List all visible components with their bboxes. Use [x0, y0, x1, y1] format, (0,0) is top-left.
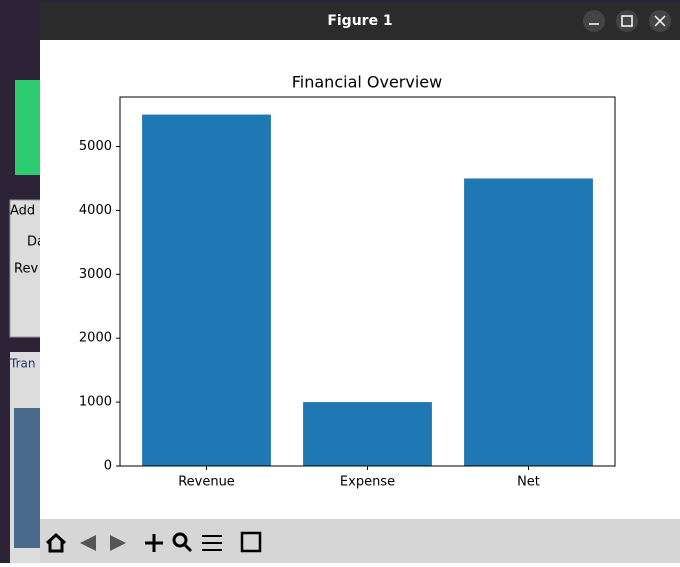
toolbar — [40, 519, 680, 563]
y-tick-label: 3000 — [79, 267, 112, 282]
zoom-button[interactable] — [172, 532, 188, 548]
minimize-button[interactable] — [583, 10, 605, 32]
bg-label: Add — [10, 204, 35, 219]
y-tick-label: 1000 — [79, 395, 112, 410]
pan-button[interactable] — [145, 534, 163, 552]
bar — [464, 178, 593, 466]
back-button[interactable] — [80, 535, 96, 551]
form-panel — [9, 199, 46, 338]
save-button[interactable] — [240, 531, 262, 553]
close-icon — [654, 15, 666, 27]
x-tick-label: Net — [517, 475, 540, 490]
y-tick-label: 2000 — [79, 331, 112, 346]
forward-button[interactable] — [110, 535, 126, 551]
y-tick-label: 0 — [104, 459, 112, 474]
chart-title: Financial Overview — [292, 73, 442, 92]
bg-label: Tran — [9, 357, 35, 371]
bar — [303, 402, 432, 466]
maximize-icon — [621, 15, 633, 27]
y-tick-label: 4000 — [79, 203, 112, 218]
x-tick-label: Revenue — [178, 475, 235, 490]
x-tick-label: Expense — [340, 475, 395, 490]
axes-frame — [119, 96, 616, 467]
window-title: Figure 1 — [327, 13, 392, 29]
y-tick-label: 5000 — [79, 139, 112, 154]
table-body — [14, 408, 45, 548]
bar — [142, 114, 271, 467]
maximize-button[interactable] — [616, 10, 638, 32]
bg-label: Rev — [14, 262, 38, 277]
title-bar — [40, 2, 680, 40]
configure-button[interactable] — [202, 535, 222, 551]
home-button[interactable] — [46, 532, 66, 553]
plot: 0 1000 2000 3000 4000 5000 Revenue Expense Net — [79, 114, 593, 490]
zoom-handle — [183, 543, 193, 553]
